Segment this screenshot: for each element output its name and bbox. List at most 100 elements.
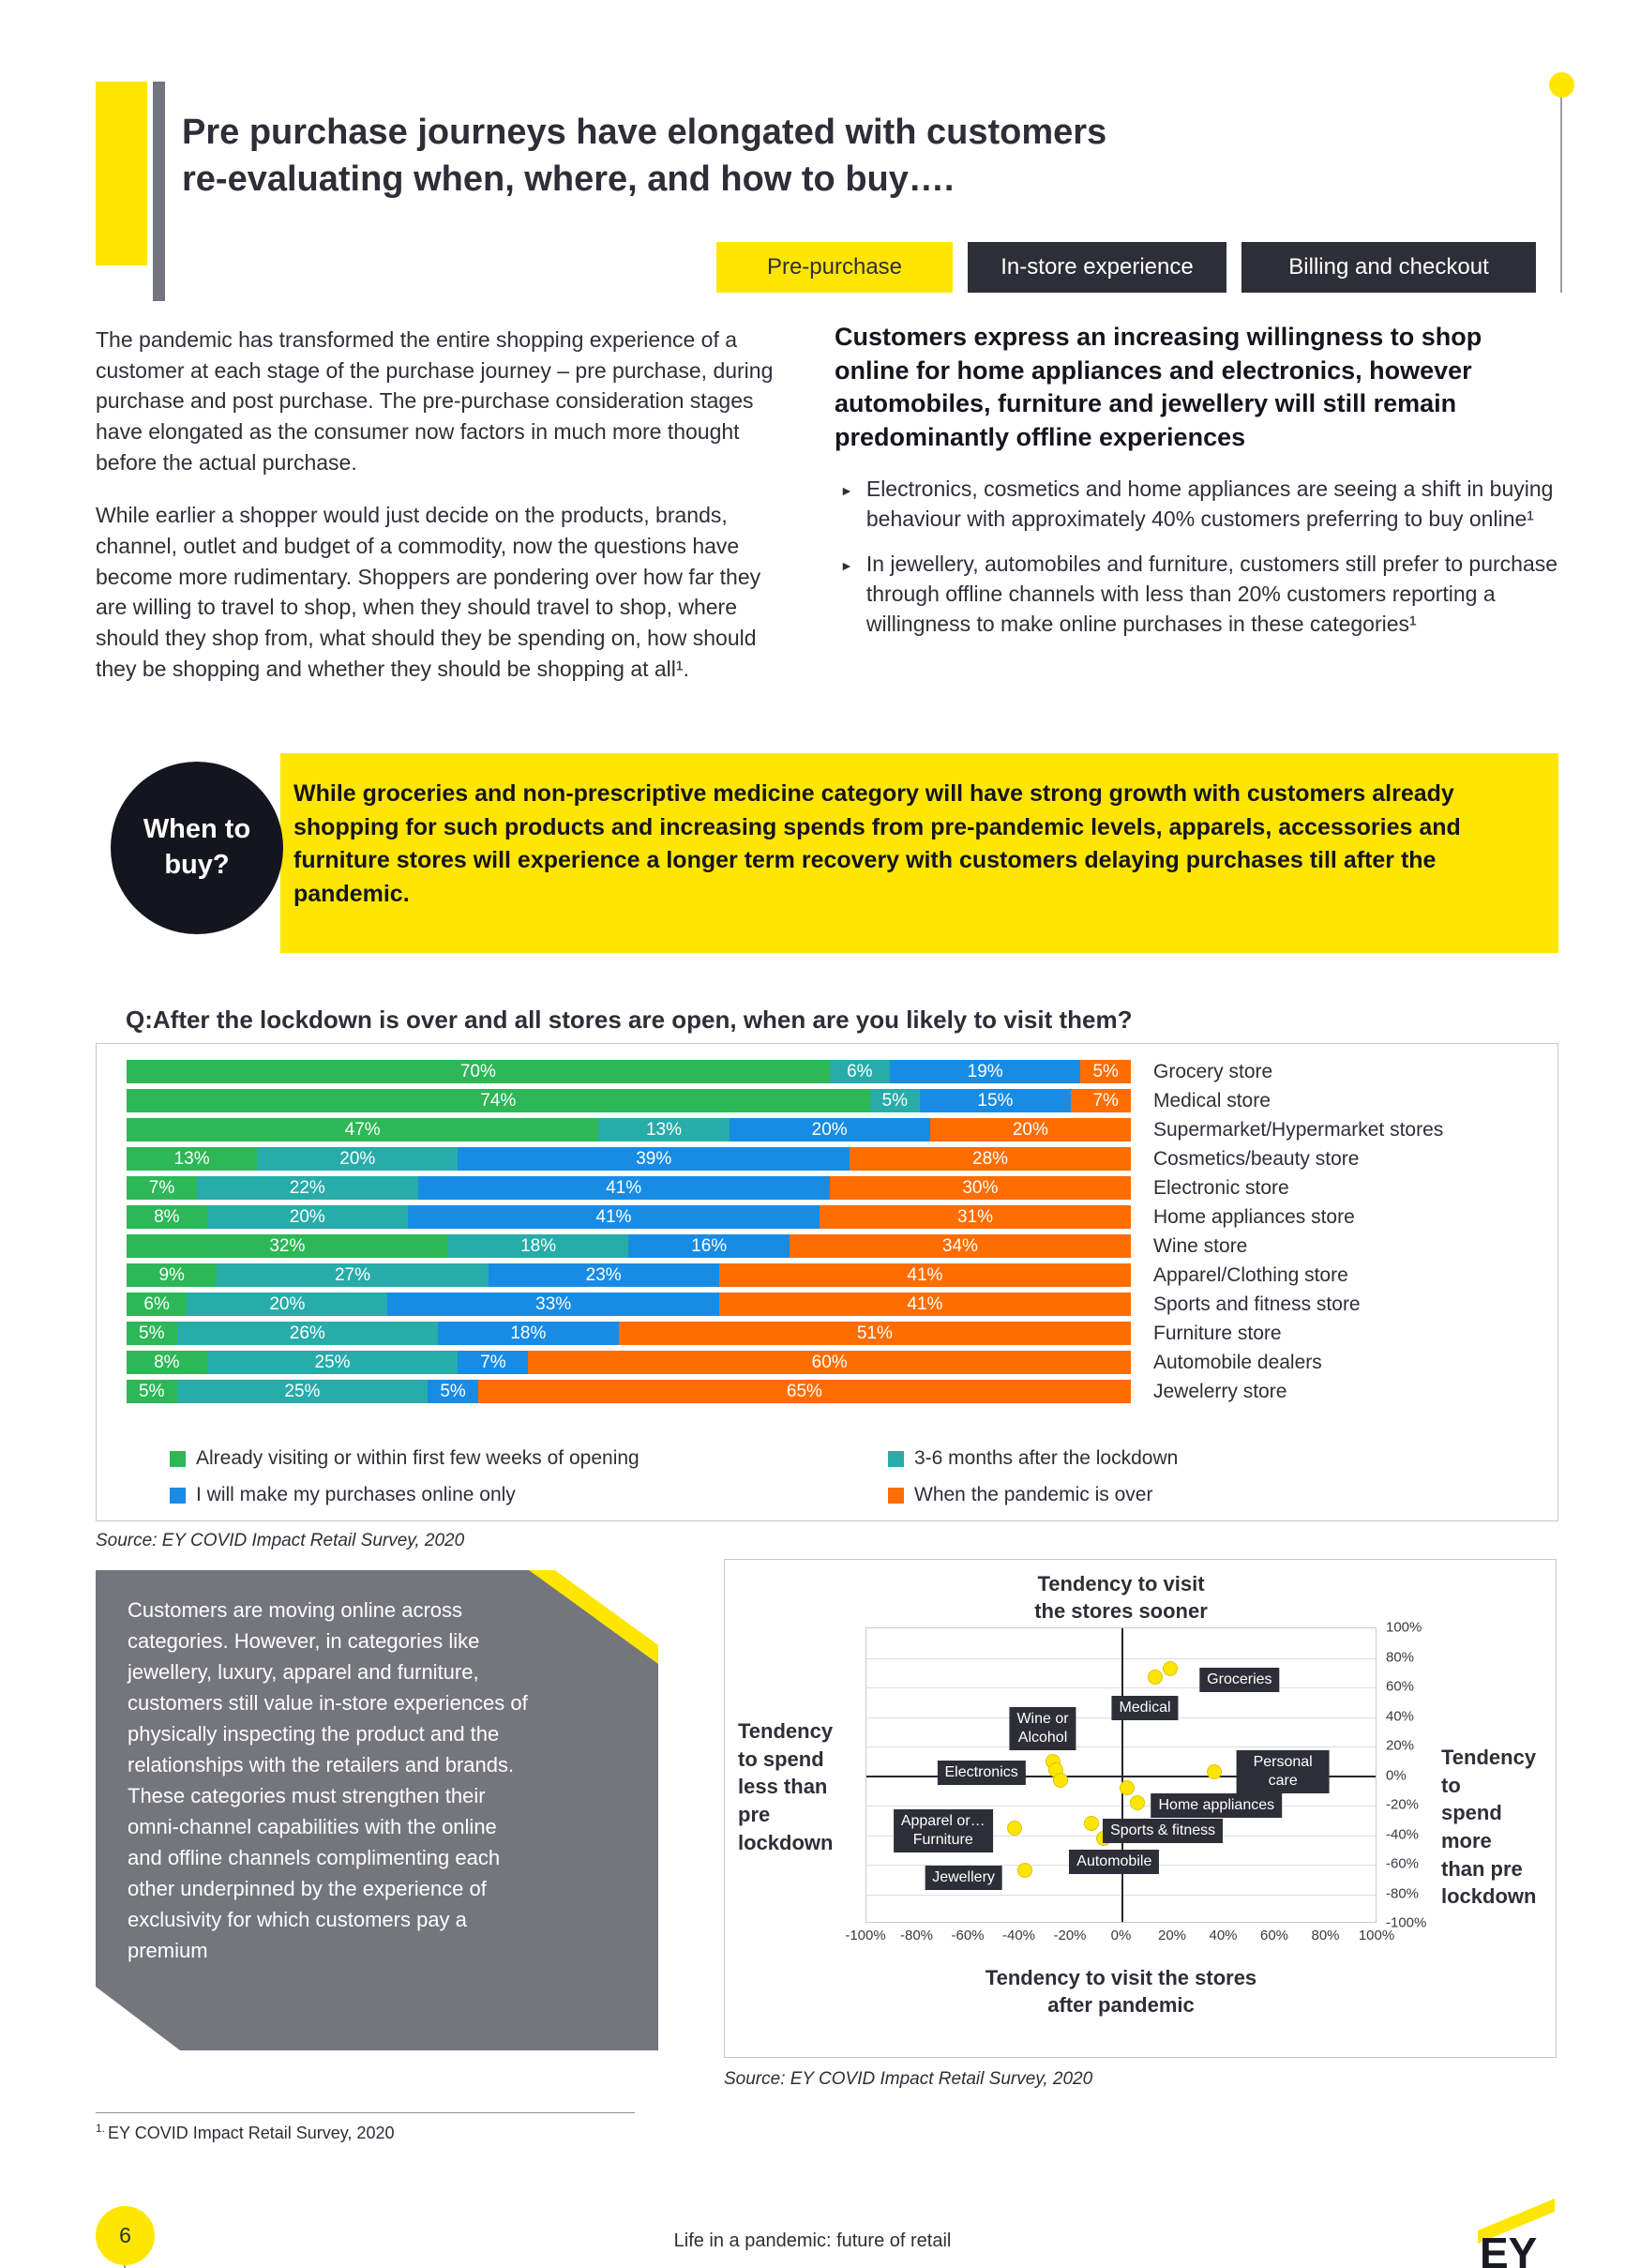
bar-segment: 30%: [829, 1176, 1131, 1200]
bar-segment: 65%: [477, 1380, 1131, 1403]
legend-label: When the pandemic is over: [914, 1484, 1153, 1505]
bar-track: 47% 13% 20% 20%: [127, 1118, 1131, 1142]
bar-row: 9% 27% 23% 41% Apparel/Clothing store: [127, 1261, 1443, 1290]
legend-swatch: [170, 1450, 186, 1467]
bar-category-label: Medical store: [1153, 1089, 1271, 1111]
bar-segment: 15%: [920, 1089, 1071, 1112]
scatter-top-label: Tendency to visit the stores sooner: [1034, 1572, 1208, 1623]
bar-segment: 41%: [718, 1263, 1131, 1287]
bullet-arrow-icon: ►: [840, 482, 853, 498]
gray-panel-shape: [96, 1570, 658, 2050]
bar-track: 32% 18% 16% 34%: [127, 1234, 1131, 1258]
bar-segment: 7%: [127, 1176, 197, 1200]
legend-item: I will make my purchases online only: [170, 1484, 888, 1506]
x-tick-label: 0%: [1110, 1928, 1132, 1943]
x-tick-label: -60%: [951, 1928, 985, 1943]
scatter-point-label: Electronics: [937, 1761, 1026, 1786]
bar-segment: 6%: [127, 1293, 188, 1316]
bar-category-label: Furniture store: [1153, 1322, 1282, 1344]
scatter-x-ticks: -100% -80% -60% -40% -20% 0% 20% 40% 60% 80% 100%: [845, 1928, 1394, 1946]
bar-segment: 5%: [127, 1322, 177, 1345]
y-tick-label: -60%: [1386, 1855, 1420, 1872]
bar-segment: 13%: [598, 1118, 730, 1142]
insight-panel-shape: [96, 1570, 658, 2050]
bar-category-label: Cosmetics/beauty store: [1153, 1147, 1360, 1170]
tab-billing-and-checkout[interactable]: Billing and checkout: [1241, 242, 1536, 293]
page-number: 6: [96, 2206, 155, 2265]
bar-track: 8% 20% 41% 31%: [127, 1205, 1131, 1229]
legend-label: 3-6 months after the lockdown: [914, 1447, 1179, 1469]
bar-row: 74% 5% 15% 7% Medical store: [127, 1086, 1443, 1115]
bar-segment: 20%: [206, 1205, 408, 1229]
bar-segment: 51%: [618, 1322, 1131, 1345]
x-tick-label: 100%: [1358, 1928, 1395, 1943]
bar-segment: 25%: [176, 1380, 429, 1403]
bar-track: 9% 27% 23% 41%: [127, 1263, 1131, 1287]
bar-segment: 31%: [819, 1205, 1131, 1229]
bullet-item: ► In jewellery, automobiles and furnitur…: [835, 549, 1558, 640]
y-tick-label: 100%: [1386, 1619, 1422, 1636]
tab-pre-purchase[interactable]: Pre-purchase: [716, 242, 953, 293]
bar-segment: 33%: [387, 1293, 719, 1316]
scatter-point-label: Jewellery: [925, 1866, 1002, 1891]
survey-question: Q:After the lockdown is over and all sto…: [126, 1005, 1133, 1034]
ey-logo: EY: [1478, 2199, 1555, 2268]
legend-item: 3-6 months after the lockdown: [888, 1447, 1178, 1470]
y-tick-label: -40%: [1386, 1826, 1420, 1842]
bullet-text: Electronics, cosmetics and home applianc…: [865, 476, 1554, 531]
bar-segment: 26%: [176, 1322, 438, 1345]
bar-segment: 5%: [127, 1380, 177, 1403]
scatter-dot: [1016, 1863, 1032, 1879]
bullet-arrow-icon: ►: [840, 557, 853, 573]
bar-track: 74% 5% 15% 7%: [127, 1089, 1131, 1112]
bar-row: 13% 20% 39% 28% Cosmetics/beauty store: [127, 1144, 1443, 1173]
bar-track: 5% 26% 18% 51%: [127, 1322, 1131, 1345]
ey-logo-beam: [1478, 2199, 1555, 2244]
bar-segment: 7%: [1070, 1089, 1131, 1112]
scatter-point-label: Medical: [1111, 1696, 1179, 1721]
when-to-buy-circle: When to buy?: [111, 762, 283, 934]
legend-swatch: [888, 1450, 904, 1467]
bar-segment: 9%: [127, 1263, 218, 1287]
scatter-point-label: Groceries: [1199, 1668, 1280, 1693]
bar-category-label: Electronic store: [1153, 1176, 1289, 1199]
footnote-divider: [96, 2112, 635, 2113]
bar-row: 6% 20% 33% 41% Sports and fitness store: [127, 1290, 1443, 1319]
bar-row: 5% 25% 5% 65% Jewelerry store: [127, 1377, 1443, 1406]
legend-item: When the pandemic is over: [888, 1484, 1178, 1506]
bar-row: 7% 22% 41% 30% Electronic store: [127, 1173, 1443, 1202]
y-tick-label: -20%: [1386, 1796, 1420, 1813]
right-panel-heading: Customers express an increasing willingn…: [835, 323, 1482, 451]
bar-category-label: Sports and fitness store: [1153, 1293, 1361, 1315]
scatter-y-ticks: 100% 80% 60% 40% 20% 0% -20% -40% -60% -80% -100%: [1386, 1620, 1452, 1931]
bar-chart-source: Source: EY COVID Impact Retail Survey, 2…: [96, 1531, 465, 1550]
bar-track: 6% 20% 33% 41%: [127, 1293, 1131, 1316]
bar-chart-legend: Already visiting or within first few wee…: [170, 1447, 1178, 1520]
scatter-dot: [1119, 1780, 1135, 1796]
x-tick-label: -100%: [845, 1928, 886, 1943]
x-tick-label: 60%: [1259, 1928, 1289, 1943]
legend-item: Already visiting or within first few wee…: [170, 1447, 888, 1470]
scatter-dot: [1053, 1773, 1069, 1789]
bar-segment: 34%: [789, 1234, 1131, 1258]
scatter-dot: [1163, 1660, 1179, 1676]
bar-segment: 74%: [127, 1089, 870, 1112]
bar-chart: 70% 6% 19% 5% Grocery store 74% 5% 15% 7% Medical…: [96, 1043, 1558, 1521]
scatter-dot: [1083, 1815, 1099, 1831]
connector-dot: [1549, 72, 1574, 98]
x-tick-label: 20%: [1157, 1928, 1187, 1943]
intro-column-right: Customers express an increasing willingn…: [835, 321, 1558, 654]
bar-category-label: Supermarket/Hypermarket stores: [1153, 1118, 1444, 1141]
tab-in-store-experience[interactable]: In-store experience: [968, 242, 1226, 293]
bar-segment: 70%: [127, 1060, 830, 1083]
title-accent-bar: [96, 82, 147, 265]
bar-row: 8% 20% 41% 31% Home appliances store: [127, 1202, 1443, 1232]
bar-track: 70% 6% 19% 5%: [127, 1060, 1131, 1083]
footnote-marker: 1.: [96, 2122, 106, 2135]
scatter-right-label: Tendency to spend more than pre lockdown: [1441, 1746, 1537, 1909]
legend-column: Already visiting or within first few wee…: [170, 1447, 888, 1520]
bar-row: 32% 18% 16% 34% Wine store: [127, 1232, 1443, 1261]
bar-track: 5% 25% 5% 65%: [127, 1380, 1131, 1403]
y-tick-label: -100%: [1386, 1914, 1427, 1931]
footnote-text: EY COVID Impact Retail Survey, 2020: [108, 2124, 395, 2142]
